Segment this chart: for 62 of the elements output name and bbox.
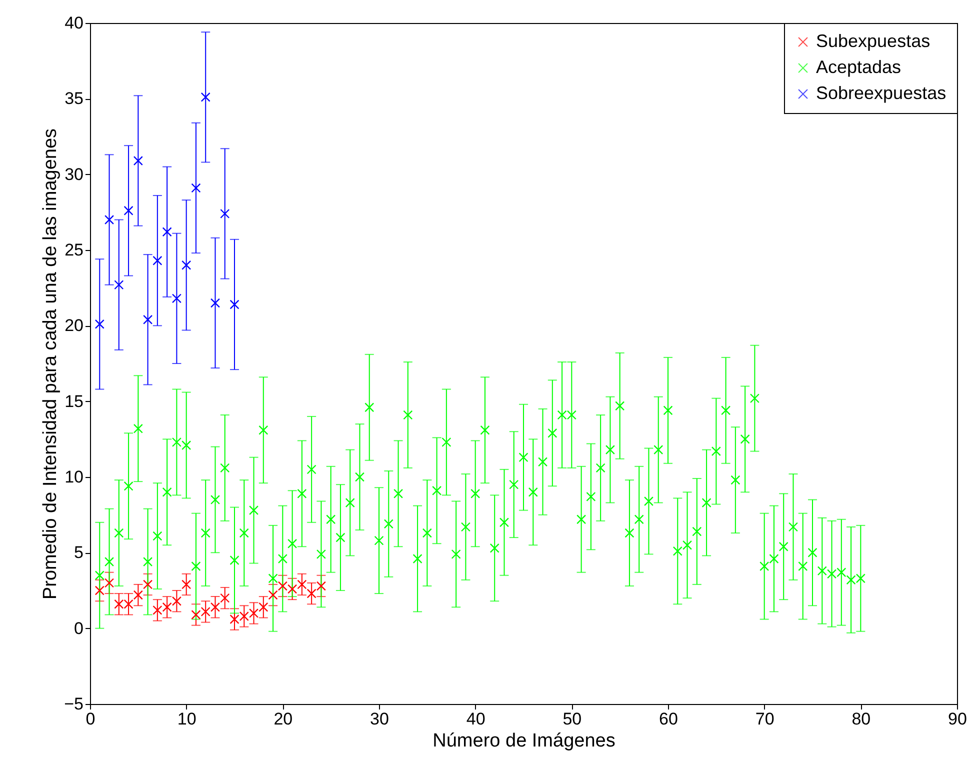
point <box>143 580 153 590</box>
y-tick-label: 30 <box>64 164 84 184</box>
y-axis-title: Promedio de Intensidad para cada una de las imagenes <box>40 128 62 600</box>
y-tick-label: 20 <box>64 316 84 336</box>
x-tick-label: 90 <box>948 710 967 728</box>
y-tick-label: 0 <box>74 618 84 638</box>
y-tick-label: 35 <box>64 89 84 108</box>
point <box>230 614 240 624</box>
point <box>182 580 192 590</box>
x-tick-label: 70 <box>755 710 774 728</box>
legend-label: Aceptadas <box>816 57 902 77</box>
y-tick-label: 25 <box>64 240 84 260</box>
point <box>114 280 124 290</box>
point <box>316 581 326 591</box>
x-tick-label: 40 <box>466 710 486 728</box>
point <box>94 319 104 329</box>
point <box>172 596 182 606</box>
point <box>288 584 298 594</box>
y-tick-label: 15 <box>64 392 84 411</box>
point <box>200 92 210 102</box>
point <box>143 314 153 324</box>
legend-label: Subexpuestas <box>816 31 930 51</box>
y-tick-label: 5 <box>74 543 84 562</box>
x-tick-label: 10 <box>177 710 196 728</box>
point <box>258 602 268 612</box>
point <box>133 590 143 600</box>
point <box>191 610 201 620</box>
point <box>248 608 259 618</box>
point <box>268 590 278 600</box>
x-tick-label: 60 <box>659 710 678 728</box>
point <box>152 605 162 615</box>
point <box>239 611 249 622</box>
point <box>200 606 210 616</box>
x-axis-title: Número de Imágenes <box>432 730 616 752</box>
y-tick-label: 40 <box>64 14 84 32</box>
x-tick-label: 20 <box>274 710 293 728</box>
point <box>220 208 230 218</box>
y-tick-label: −5 <box>64 694 84 714</box>
point <box>133 156 143 166</box>
x-tick-label: 30 <box>370 710 389 728</box>
point <box>162 227 172 237</box>
legend-label: Sobreexpuestas <box>816 83 946 103</box>
point <box>94 586 104 596</box>
point <box>210 298 220 308</box>
point <box>104 578 114 588</box>
y-tick-label: 10 <box>64 468 84 486</box>
point <box>220 593 230 603</box>
x-tick-label: 80 <box>852 710 871 728</box>
point <box>152 256 162 266</box>
x-tick-label: 0 <box>86 710 96 728</box>
point <box>162 602 172 612</box>
point <box>306 588 316 598</box>
point <box>297 580 307 590</box>
point <box>104 214 114 225</box>
point <box>210 602 220 612</box>
point <box>172 294 182 304</box>
point <box>182 260 192 270</box>
x-tick-label: 50 <box>562 710 582 728</box>
point <box>124 206 134 216</box>
point <box>191 183 201 193</box>
point <box>230 300 240 310</box>
point <box>278 581 288 591</box>
